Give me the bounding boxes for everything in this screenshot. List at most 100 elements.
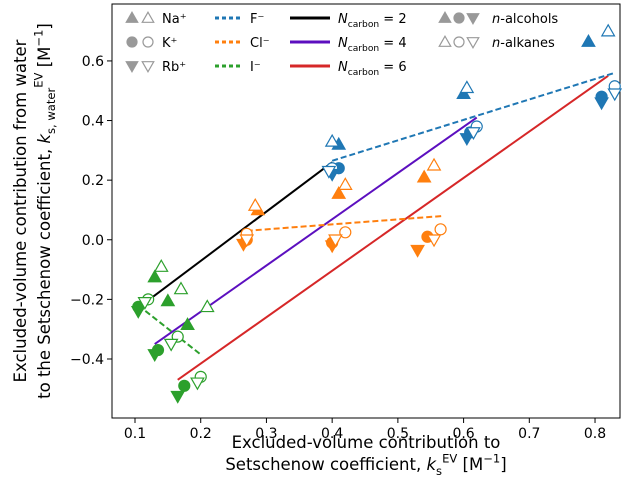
legend-label: K⁺ [162, 36, 177, 51]
point [459, 133, 475, 146]
legend-label: Ncarbon = 4 [338, 36, 407, 54]
fit-line [177, 75, 609, 381]
point [434, 223, 447, 236]
point [416, 169, 432, 183]
x-axis-label: Setschenow coefficient, ksEV [M−1] [225, 452, 506, 478]
legend-marker [453, 36, 465, 48]
label-part: s, water [44, 87, 58, 134]
legend-marker [466, 13, 480, 25]
point [190, 377, 205, 391]
x-tick-label: 0.3 [255, 426, 277, 442]
point [426, 234, 442, 248]
x-tick-label: 0.4 [321, 426, 343, 442]
y-tick-label: −0.2 [70, 292, 104, 308]
label-part: = 6 [379, 60, 406, 75]
point [239, 234, 255, 248]
legend-marker [142, 36, 154, 48]
label-part: [M [35, 47, 54, 73]
label-part: n [492, 12, 500, 27]
label-part: ] [500, 455, 506, 474]
x-tick-label: 0.2 [190, 426, 212, 442]
point [459, 80, 475, 94]
x-tick-label: 0.1 [124, 426, 146, 442]
label-part: −1 [483, 452, 500, 466]
anion-fit-line [331, 71, 616, 162]
point [328, 234, 343, 248]
point [170, 390, 186, 404]
y-tick-label: 0.2 [82, 173, 104, 189]
label-part: N [338, 60, 348, 75]
point [147, 349, 163, 363]
y-axis-label: to the Setschenow coefficient, ks, water… [32, 23, 58, 399]
point [331, 186, 347, 199]
legend-marker [125, 61, 139, 73]
y-tick-label: 0.6 [82, 54, 104, 70]
legend-label: n-alcohols [492, 12, 558, 27]
x-tick-label: 0.5 [387, 426, 409, 442]
point [410, 244, 425, 258]
fit-line [140, 161, 333, 307]
legend-label: Rb⁺ [162, 60, 186, 75]
point [178, 379, 191, 392]
legend-label: F⁻ [250, 12, 264, 27]
legend-marker [141, 61, 155, 73]
point [153, 259, 169, 272]
legend-label: Ncarbon = 6 [338, 60, 407, 78]
label-part: carbon [348, 20, 379, 30]
label-part: [M [457, 455, 483, 474]
label-part: s [436, 464, 442, 478]
legend-marker [141, 11, 155, 23]
point [147, 269, 163, 283]
y-axis-label: Excluded-volume contribution from water [11, 39, 30, 382]
label-part: EV [32, 72, 46, 87]
label-part: -alkanes [500, 36, 555, 51]
y-tick-label: 0.4 [82, 114, 104, 130]
anion-fit-line [246, 214, 444, 232]
label-part: -alcohols [500, 12, 558, 27]
point [173, 281, 189, 295]
point [339, 226, 352, 239]
point [247, 197, 263, 211]
label-part: k [35, 133, 54, 144]
label-part: N [338, 12, 348, 27]
point [324, 133, 340, 147]
legend-marker [438, 35, 452, 47]
point [581, 34, 596, 47]
point [321, 165, 337, 179]
point [199, 299, 215, 313]
label-part: k [426, 455, 437, 474]
y-tick-label: 0.0 [82, 233, 104, 249]
point [426, 157, 442, 171]
label-part: to the Setschenow coefficient, [35, 144, 54, 399]
point [466, 127, 481, 140]
label-part: = 2 [379, 12, 406, 27]
label-part: N [338, 36, 348, 51]
legend-marker [466, 37, 480, 49]
x-tick-label: 0.8 [584, 426, 606, 442]
y-tick-label: −0.4 [70, 352, 104, 368]
point [180, 317, 195, 331]
x-tick-label: 0.7 [518, 426, 540, 442]
anion-fit-line [137, 304, 202, 356]
legend-label: Na⁺ [162, 12, 187, 27]
plot-frame [111, 3, 621, 419]
legend-marker [438, 11, 452, 23]
label-part: Excluded-volume contribution to [232, 433, 501, 452]
legend-marker [453, 12, 465, 24]
x-axis-label: Excluded-volume contribution to [232, 433, 501, 452]
label-part: n [492, 36, 500, 51]
point [600, 23, 616, 37]
label-part: ] [35, 23, 54, 29]
legend-marker [126, 36, 138, 48]
label-part: EV [442, 452, 457, 466]
point [160, 293, 176, 307]
legend-label: Cl⁻ [250, 36, 270, 51]
label-part: Setschenow coefficient, [225, 455, 426, 474]
label-part: = 4 [379, 36, 406, 51]
point [163, 338, 179, 352]
label-part: Excluded-volume contribution from water [11, 39, 30, 382]
point [130, 305, 146, 319]
label-part: carbon [348, 44, 379, 54]
x-tick-label: 0.6 [452, 426, 474, 442]
